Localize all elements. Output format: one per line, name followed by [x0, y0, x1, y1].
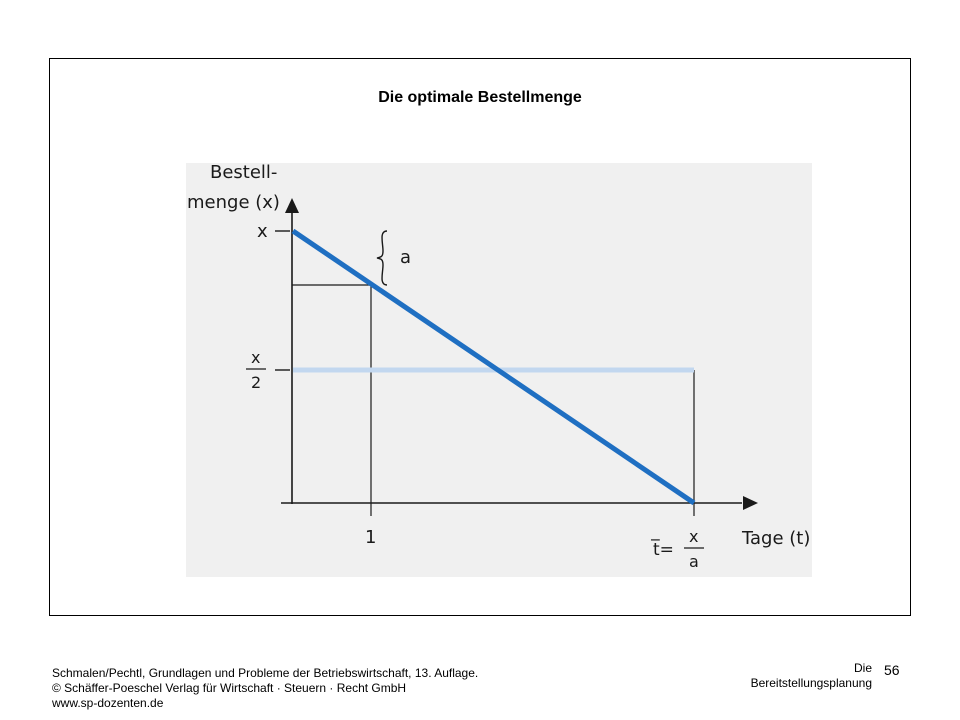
y-tick-label-half-denominator: 2 [251, 373, 261, 392]
brace-a [376, 230, 388, 286]
x-tick-label-one: 1 [365, 527, 376, 548]
page-number: 56 [884, 662, 900, 678]
y-tick-label-half-numerator: x [251, 348, 260, 367]
y-axis-label-line1: Bestell- [210, 163, 277, 183]
x-axis-arrowhead [743, 496, 758, 510]
slide-frame: Die optimale Bestellmenge [49, 58, 911, 616]
slide-title: Die optimale Bestellmenge [378, 89, 582, 106]
stock-depletion-line [291, 228, 696, 506]
footer-source-line3: www.sp-dozenten.de [52, 696, 164, 710]
x-tick-label-t-bar: t̅= [651, 538, 674, 560]
diagram-canvas: Bestell- menge (x) x x 2 a 1 t̅= x a Tag… [187, 163, 810, 571]
y-axis-arrowhead [285, 198, 299, 213]
x-tick-label-t-denominator: a [689, 552, 699, 571]
order-quantity-diagram: Bestell- menge (x) x x 2 a 1 t̅= x a Tag… [186, 163, 812, 577]
footer-source-line1: Schmalen/Pechtl, Grundlagen und Probleme… [52, 666, 479, 680]
y-tick-label-x: x [257, 221, 268, 242]
y-axis-label-line2: menge (x) [187, 192, 280, 213]
footer-chapter: Die Bereitstellungsplanung [751, 661, 872, 691]
footer-source-line2: © Schäffer-Poeschel Verlag für Wirtschaf… [52, 681, 407, 695]
footer-chapter-line2: Bereitstellungsplanung [750, 676, 872, 690]
x-axis-label: Tage (t) [741, 528, 810, 549]
footer-source: Schmalen/Pechtl, Grundlagen und Probleme… [52, 666, 478, 711]
x-tick-label-t-numerator: x [689, 527, 698, 546]
brace-label-a: a [400, 247, 411, 268]
footer-chapter-line1: Die [853, 661, 872, 675]
